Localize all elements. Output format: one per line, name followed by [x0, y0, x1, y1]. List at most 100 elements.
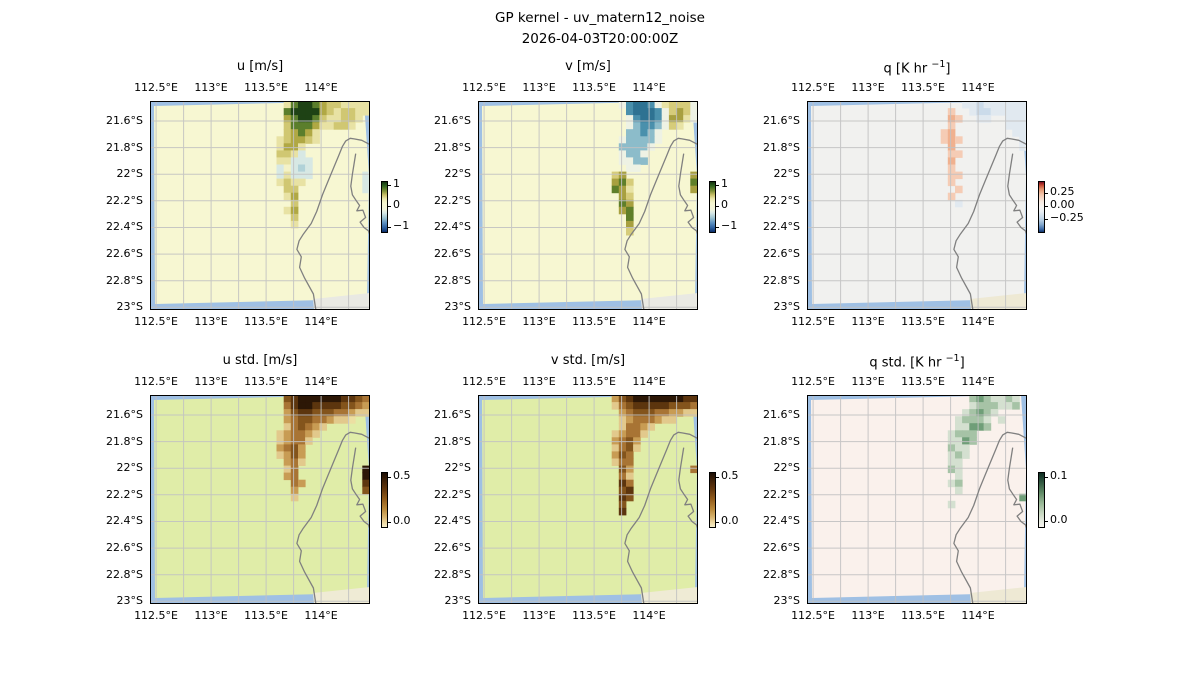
- panel-title-text: u std. [m/s]: [222, 353, 298, 368]
- colorbar-v: [709, 181, 716, 233]
- lat-tick-label: 23°S: [444, 594, 471, 608]
- lat-tick-label: 21.8°S: [434, 140, 471, 154]
- lat-tick-label: 22.6°S: [434, 541, 471, 555]
- colorbar-tick-label: 0: [721, 198, 728, 211]
- lon-tick-label-bottom: 113.5°E: [572, 315, 617, 328]
- colorbar-tick: [716, 227, 719, 228]
- land-corner: [641, 293, 698, 310]
- lat-tick-label: 21.6°S: [434, 113, 471, 127]
- graticule: [807, 395, 1027, 604]
- map-q: [807, 101, 1027, 310]
- lon-tick-label-top: 113°E: [522, 375, 556, 388]
- colorbar-tick-label: 0.5: [721, 469, 739, 482]
- map-u: [150, 101, 370, 310]
- colorbar-tick: [1045, 477, 1048, 478]
- lat-tick-label: 21.8°S: [106, 140, 143, 154]
- lat-tick-label: 22.6°S: [763, 247, 800, 261]
- lon-tick-label-top: 114°E: [632, 81, 666, 94]
- colorbar-tick: [1045, 193, 1048, 194]
- panel-title-sup: −1: [945, 353, 960, 364]
- data-field: [482, 395, 697, 598]
- lon-tick-label-top: 113.5°E: [244, 375, 289, 388]
- panel-title-sup: −1: [931, 59, 946, 70]
- panel-title-text: v std. [m/s]: [550, 353, 626, 368]
- lon-tick-label-top: 113.5°E: [572, 81, 617, 94]
- graticule: [150, 395, 370, 604]
- lon-tick-label-top: 113°E: [194, 375, 228, 388]
- lat-tick-label: 22.4°S: [434, 514, 471, 528]
- lon-tick-label-top: 112.5°E: [462, 81, 507, 94]
- coastline: [953, 137, 1027, 310]
- lon-tick-label-bottom: 114°E: [304, 315, 338, 328]
- panel-title-text: v [m/s]: [565, 59, 611, 74]
- lon-tick-label-top: 113°E: [522, 81, 556, 94]
- lat-tick-label: 22.6°S: [106, 541, 143, 555]
- panel-title-text: q [K hr: [883, 61, 932, 77]
- lat-tick-label: 22°S: [116, 167, 143, 181]
- lat-tick-label: 21.6°S: [106, 113, 143, 127]
- panel-title-q: q [K hr −1]: [767, 59, 1067, 76]
- panel-title-v_std: v std. [m/s]: [438, 353, 738, 368]
- figure-title-line1: GP kernel - uv_matern12_noise: [495, 10, 705, 26]
- data-field: [811, 101, 1026, 304]
- colorbar-tick: [388, 206, 391, 207]
- lat-tick-label: 22.4°S: [106, 220, 143, 234]
- lat-tick-label: 21.8°S: [763, 434, 800, 448]
- panel-title-q_std: q std. [K hr −1]: [767, 353, 1067, 370]
- lon-tick-label-top: 114°E: [304, 81, 338, 94]
- coastline: [296, 137, 370, 310]
- lat-tick-label: 22°S: [773, 461, 800, 475]
- colorbar-tick: [716, 185, 719, 186]
- lat-tick-label: 22°S: [444, 461, 471, 475]
- lon-tick-label-top: 113°E: [194, 81, 228, 94]
- lat-tick-label: 22.2°S: [763, 193, 800, 207]
- colorbar-tick: [388, 477, 391, 478]
- map-q_std: [807, 395, 1027, 604]
- colorbar-tick: [1045, 206, 1048, 207]
- lat-tick-label: 22.2°S: [434, 193, 471, 207]
- lon-tick-label-bottom: 114°E: [304, 609, 338, 622]
- colorbar-u_std: [381, 472, 388, 528]
- lon-tick-label-top: 113.5°E: [244, 81, 289, 94]
- lat-tick-label: 22.2°S: [763, 487, 800, 501]
- colorbar-tick-label: 0.0: [721, 514, 739, 527]
- colorbar-tick-label: −1: [393, 219, 410, 232]
- colorbar-tick: [716, 206, 719, 207]
- lat-tick-label: 22.8°S: [763, 273, 800, 287]
- lat-tick-label: 22.4°S: [106, 514, 143, 528]
- map-v: [478, 101, 698, 310]
- land-corner: [313, 293, 370, 310]
- panel-title-text: q std. [K hr: [869, 355, 946, 371]
- lat-tick-label: 21.8°S: [106, 434, 143, 448]
- lon-tick-label-top: 113.5°E: [901, 81, 946, 94]
- panel-title-text: u [m/s]: [236, 59, 284, 74]
- map-v_std: [478, 395, 698, 604]
- colorbar-tick-label: −1: [721, 219, 738, 232]
- axes-frame: [150, 101, 370, 310]
- colorbar-tick-label: 0.5: [393, 469, 411, 482]
- colorbar-tick-label: −0.25: [1050, 211, 1084, 224]
- lat-tick-label: 21.6°S: [434, 407, 471, 421]
- lon-tick-label-bottom: 113.5°E: [244, 609, 289, 622]
- lon-tick-label-bottom: 113°E: [522, 609, 556, 622]
- land-corner: [313, 587, 370, 604]
- lon-tick-label-bottom: 113.5°E: [572, 609, 617, 622]
- graticule: [478, 101, 698, 310]
- lon-tick-label-top: 114°E: [961, 375, 995, 388]
- graticule: [807, 101, 1027, 310]
- lat-tick-label: 22.6°S: [434, 247, 471, 261]
- lon-tick-label-bottom: 114°E: [632, 315, 666, 328]
- colorbar-v_std: [709, 472, 716, 528]
- data-field: [482, 101, 697, 304]
- lat-tick-label: 22.2°S: [106, 487, 143, 501]
- data-field: [154, 395, 369, 598]
- lon-tick-label-bottom: 114°E: [632, 609, 666, 622]
- lon-tick-label-bottom: 113°E: [851, 315, 885, 328]
- lon-tick-label-bottom: 113°E: [851, 609, 885, 622]
- lat-tick-label: 22.8°S: [106, 567, 143, 581]
- heatmap-cells: [276, 101, 370, 229]
- axes-frame: [478, 395, 698, 604]
- lat-tick-label: 22.8°S: [434, 273, 471, 287]
- lon-tick-label-bottom: 112.5°E: [462, 315, 507, 328]
- lon-tick-label-bottom: 114°E: [961, 315, 995, 328]
